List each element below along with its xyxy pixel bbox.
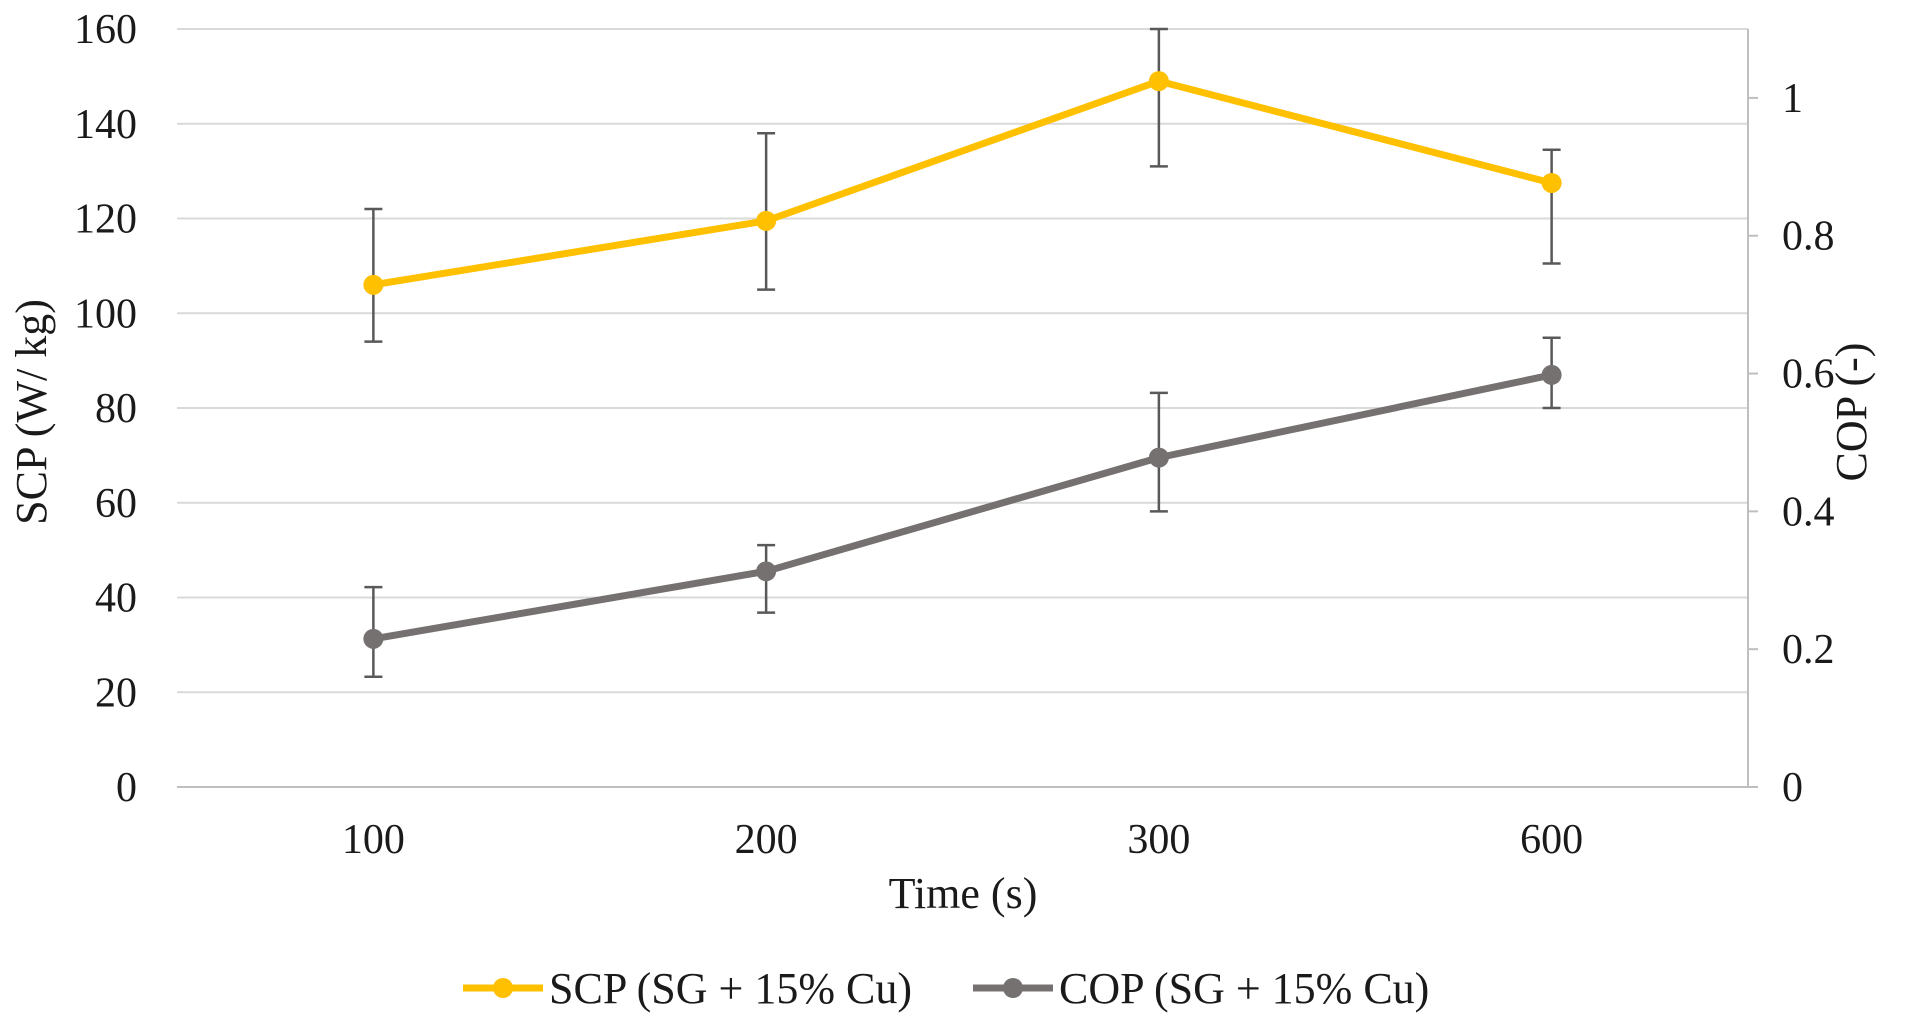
legend: SCP (SG + 15% Cu) COP (SG + 15% Cu) [463, 964, 1429, 1013]
cop-series-line [372, 371, 1553, 643]
legend-item-scp: SCP (SG + 15% Cu) [463, 964, 912, 1013]
scp-data-point [1541, 172, 1562, 193]
series-layer [363, 71, 1562, 649]
y-tick-label: 120 [74, 197, 137, 243]
y2-tick-label: 1 [1782, 76, 1803, 122]
cop-data-point [1541, 364, 1562, 385]
scp-data-point [363, 274, 384, 295]
grid-layer [177, 28, 1748, 694]
y-tick-label: 80 [95, 386, 137, 432]
y-tick-label: 100 [74, 291, 137, 337]
x-tick-label: 100 [342, 817, 405, 863]
scp-error-bar [1542, 148, 1561, 265]
legend-label-cop: COP (SG + 15% Cu) [1059, 964, 1429, 1013]
y-tick-label: 20 [95, 670, 137, 716]
y2-tick-label: 0.8 [1782, 214, 1835, 260]
error-bars [364, 27, 1561, 678]
legend-marker-cop [1003, 978, 1023, 998]
legend-item-cop: COP (SG + 15% Cu) [973, 964, 1429, 1013]
x-axis-title: Time (s) [889, 869, 1038, 918]
y2-axis-title: COP (-) [1827, 343, 1876, 482]
tick-labels: 0 20 40 60 80 100 120 140 160 0 0.2 0.4 0.6 0.8 1 100 20… [74, 7, 1835, 863]
y2-tick-label: 0 [1782, 765, 1803, 811]
y2-tick-label: 0.2 [1782, 627, 1835, 673]
x-tick-label: 200 [735, 817, 798, 863]
cop-data-point [1148, 447, 1169, 468]
y-axis-title: SCP (W/ kg) [7, 299, 56, 525]
scp-data-point [756, 210, 777, 231]
y2-tick-label: 0.6 [1782, 352, 1835, 398]
y-tick-label: 160 [74, 7, 137, 53]
axis-layer [177, 29, 1758, 788]
cop-data-point [756, 561, 777, 582]
y-tick-label: 60 [95, 481, 137, 527]
y2-tick-label: 0.4 [1782, 489, 1835, 535]
cop-data-point [363, 628, 384, 649]
y-tick-label: 140 [74, 102, 137, 148]
scp-series-line [372, 77, 1553, 289]
legend-label-scp: SCP (SG + 15% Cu) [549, 964, 912, 1013]
x-tick-label: 600 [1520, 817, 1583, 863]
y-tick-label: 0 [116, 765, 137, 811]
scp-error-bar [1149, 27, 1168, 168]
y-tick-label: 40 [95, 576, 137, 622]
scp-data-point [1148, 71, 1169, 92]
legend-marker-scp [493, 978, 513, 998]
x-tick-label: 300 [1127, 817, 1190, 863]
